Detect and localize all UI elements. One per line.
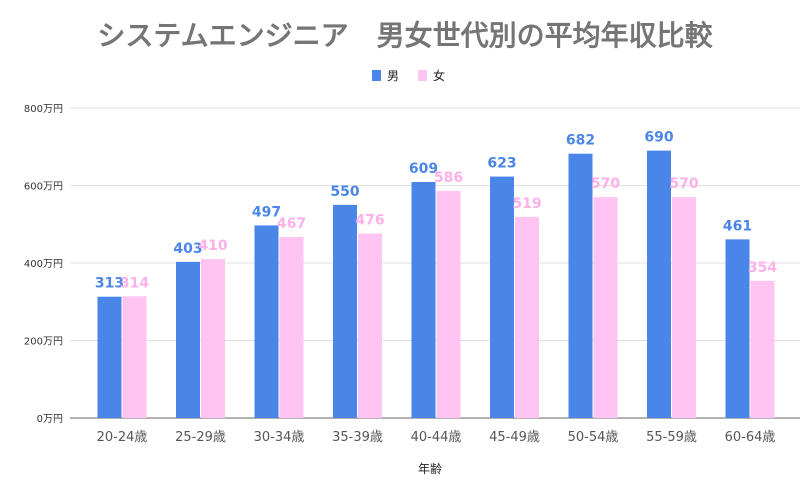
legend-swatch: [418, 70, 427, 81]
data-label: 586: [434, 170, 463, 186]
bar-male: [97, 296, 122, 418]
data-label: 623: [487, 156, 516, 172]
data-label: 570: [591, 176, 620, 192]
y-tick-label: 600万円: [24, 182, 63, 193]
bar-male: [411, 182, 436, 418]
data-label: 609: [409, 161, 438, 177]
bar-male: [254, 225, 279, 418]
x-tick-label: 25-29歳: [175, 430, 226, 445]
data-label: 403: [173, 241, 202, 257]
bar-male: [176, 261, 200, 418]
data-label: 497: [252, 204, 281, 220]
data-label: 570: [669, 176, 698, 192]
bar-female: [436, 190, 461, 418]
data-label: 313: [95, 276, 124, 292]
legend: 男女: [372, 68, 445, 83]
data-label: 519: [512, 196, 541, 212]
chart-title: システムエンジニア 男女世代別の平均年収比較: [97, 19, 713, 52]
x-tick-label: 55-59歳: [646, 430, 697, 445]
data-label: 467: [277, 216, 306, 232]
bar-male: [568, 153, 593, 418]
x-tick-label: 30-34歳: [254, 430, 305, 445]
bar-female: [593, 197, 618, 418]
bar-male: [490, 176, 514, 418]
bar-female: [201, 259, 225, 418]
x-tick-label: 35-39歳: [332, 430, 383, 445]
legend-label: 男: [387, 69, 399, 83]
x-tick-label: 20-24歳: [97, 430, 148, 445]
bar-female: [279, 237, 304, 418]
x-axis-label: 年齢: [418, 461, 442, 476]
data-label: 682: [566, 133, 595, 149]
y-tick-label: 0万円: [37, 414, 63, 425]
data-label: 314: [120, 275, 149, 291]
legend-label: 女: [433, 68, 445, 83]
data-label: 354: [748, 260, 777, 276]
x-tick-label: 45-49歳: [489, 430, 540, 445]
x-tick-label: 40-44歳: [411, 430, 462, 445]
bar-male: [647, 150, 671, 418]
x-tick-label: 50-54歳: [568, 430, 619, 445]
y-tick-label: 400万円: [24, 259, 63, 270]
x-tick-label: 60-64歳: [725, 430, 776, 445]
bar-male: [333, 204, 357, 418]
bar-female: [358, 233, 382, 418]
bar-male: [725, 239, 750, 418]
legend-swatch: [372, 70, 381, 81]
bar-female: [672, 197, 696, 418]
data-label: 550: [330, 184, 359, 200]
data-label: 690: [644, 130, 673, 146]
data-label: 410: [198, 238, 227, 254]
bar-female: [750, 280, 775, 418]
y-tick-label: 200万円: [24, 337, 63, 348]
bar-female: [515, 216, 539, 418]
data-label: 461: [723, 218, 752, 234]
bar-female: [122, 296, 147, 418]
data-label: 476: [355, 213, 384, 229]
y-tick-label: 800万円: [24, 104, 63, 115]
